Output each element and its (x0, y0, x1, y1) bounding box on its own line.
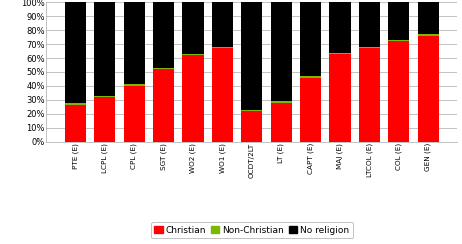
Bar (124, 2, 145, 84)
Bar (212, 48, 233, 142)
Bar (241, 111, 262, 142)
Bar (94, 2, 116, 96)
Bar (153, 68, 174, 69)
Bar (418, 2, 439, 34)
Bar (271, 2, 292, 101)
Bar (124, 86, 145, 142)
Bar (418, 36, 439, 142)
Bar (329, 52, 351, 54)
Bar (212, 47, 233, 48)
Bar (388, 41, 409, 142)
Bar (241, 2, 262, 110)
Bar (300, 2, 321, 76)
Bar (300, 76, 321, 78)
Bar (359, 2, 380, 47)
Bar (359, 48, 380, 142)
Bar (65, 2, 86, 102)
Bar (418, 34, 439, 36)
Bar (388, 2, 409, 40)
Bar (300, 78, 321, 142)
Bar (182, 54, 204, 55)
Bar (271, 102, 292, 142)
Bar (65, 102, 86, 105)
Bar (124, 84, 145, 86)
Bar (65, 105, 86, 142)
Bar (359, 47, 380, 48)
Bar (241, 110, 262, 111)
Bar (329, 54, 351, 142)
Bar (271, 101, 292, 102)
Bar (153, 69, 174, 142)
Bar (94, 96, 116, 97)
Bar (329, 2, 351, 52)
Bar (182, 2, 204, 54)
Bar (388, 40, 409, 41)
Bar (94, 97, 116, 142)
Bar (182, 55, 204, 142)
Bar (212, 2, 233, 47)
Legend: Christian, Non-Christian, No religion: Christian, Non-Christian, No religion (151, 222, 353, 238)
Bar (153, 2, 174, 68)
